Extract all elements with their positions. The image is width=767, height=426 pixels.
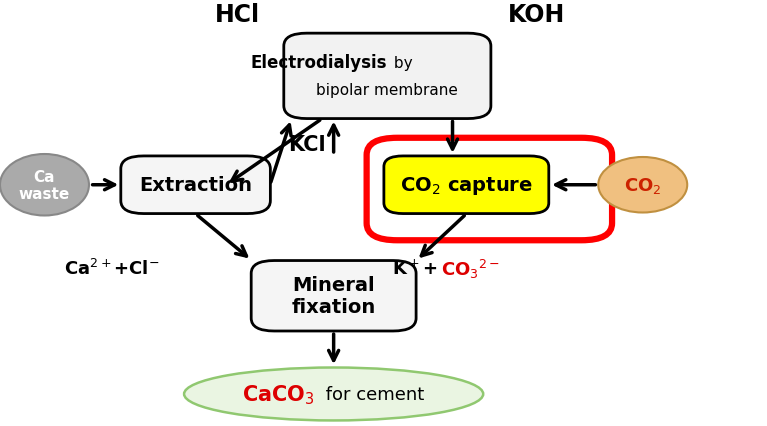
Text: by: by [389, 55, 413, 71]
Text: CaCO$_3$: CaCO$_3$ [242, 382, 314, 406]
Ellipse shape [598, 158, 687, 213]
FancyBboxPatch shape [121, 157, 270, 214]
Text: bipolar membrane: bipolar membrane [317, 83, 458, 98]
Text: KCl: KCl [288, 135, 326, 155]
Text: Ca
waste: Ca waste [19, 169, 70, 201]
Text: CO$_2$: CO$_2$ [624, 176, 661, 195]
FancyBboxPatch shape [384, 157, 548, 214]
Text: HCl: HCl [216, 3, 260, 27]
Text: KOH: KOH [509, 3, 565, 27]
Text: K$^+$+: K$^+$+ [392, 259, 437, 278]
Text: for cement: for cement [320, 385, 424, 403]
Ellipse shape [184, 368, 483, 420]
Text: CO$_2$ capture: CO$_2$ capture [400, 174, 533, 196]
Text: Mineral
fixation: Mineral fixation [291, 276, 376, 317]
Text: Ca$^{2+}$+Cl$^{-}$: Ca$^{2+}$+Cl$^{-}$ [64, 258, 159, 279]
Text: Extraction: Extraction [139, 176, 252, 195]
FancyBboxPatch shape [284, 34, 491, 119]
FancyBboxPatch shape [252, 261, 416, 331]
Ellipse shape [0, 155, 89, 216]
Text: CO$_3$$^{2-}$: CO$_3$$^{2-}$ [441, 257, 500, 280]
Text: Electrodialysis: Electrodialysis [251, 54, 387, 72]
